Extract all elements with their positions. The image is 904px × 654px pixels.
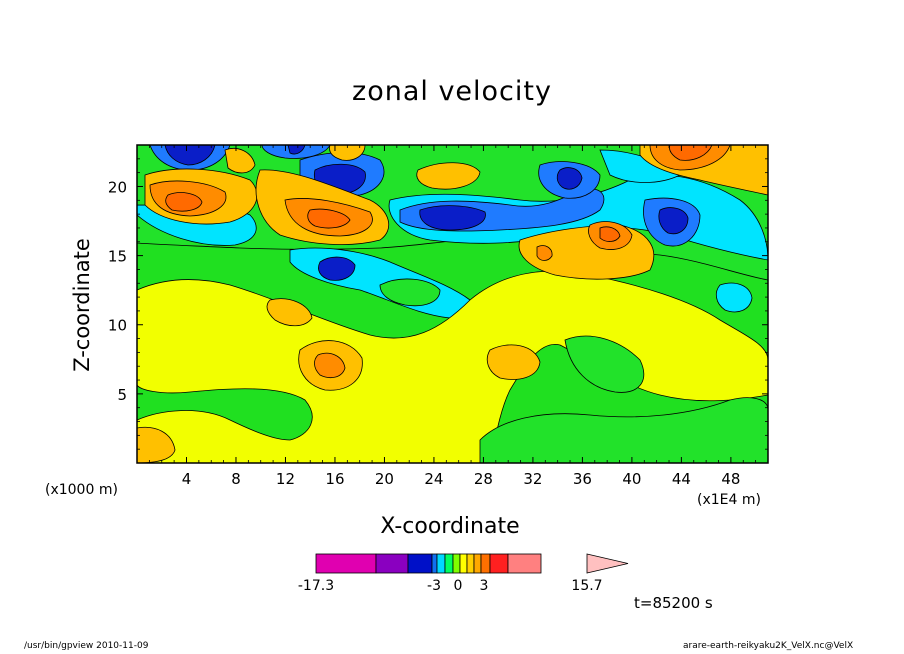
x-tick-label: 8 [231,470,241,488]
colorbar-segment [459,553,468,574]
y-tick-label: 10 [108,317,127,335]
x-axis-ticks: 4 8 12 16 20 24 28 32 36 40 44 48 [148,145,757,488]
colorbar-segment [466,553,475,574]
colorbar-segment [315,553,377,574]
time-annotation: t=85200 s [634,594,713,612]
x-unit-label-right: (x1E4 m) [697,492,761,508]
chart-title: zonal velocity [352,76,552,107]
y-tick-label: 15 [108,248,127,266]
x-tick-label: 28 [474,470,493,488]
footer-left-text: /usr/bin/gpview 2010-11-09 [24,641,149,651]
footer-right-text: arare-earth-reikyaku2K_VelX.nc@VelX [683,641,854,651]
colorbar-segment [473,553,482,574]
colorbar-segment [436,553,446,574]
colorbar-max-arrow [586,553,629,574]
colorbar-label-neg3: -3 [427,578,441,594]
y-axis-label: Z-coordinate [70,238,94,372]
x-tick-label: 16 [325,470,344,488]
x-tick-label: 32 [523,470,542,488]
y-tick-label: 5 [117,386,127,404]
x-axis-label: X-coordinate [380,514,520,539]
colorbar-segment [431,553,438,574]
colorbar-segment [452,553,461,574]
colorbar [315,553,629,574]
x-tick-label: 4 [182,470,192,488]
colorbar-segment [507,553,542,574]
x-tick-label: 24 [424,470,443,488]
y-axis-ticks: 5 10 15 20 [108,158,768,450]
colorbar-segment [407,553,433,574]
x-tick-label: 12 [276,470,295,488]
colorbar-label-zero: 0 [453,578,463,594]
contour-fill-layer [137,145,768,463]
x-tick-label: 20 [375,470,394,488]
x-tick-label: 36 [573,470,592,488]
colorbar-label-max: 15.7 [571,578,603,594]
x-tick-label: 48 [721,470,740,488]
colorbar-label-min: -17.3 [297,578,335,594]
colorbar-label-pos3: 3 [479,578,489,594]
x-unit-label-left: (x1000 m) [45,482,118,498]
x-tick-label: 40 [622,470,641,488]
x-tick-label: 44 [672,470,691,488]
colorbar-segment [444,553,454,574]
colorbar-segment [375,553,409,574]
y-tick-label: 20 [108,178,127,196]
plot-frame [136,144,769,464]
colorbar-segment [480,553,491,574]
colorbar-segment [489,553,509,574]
